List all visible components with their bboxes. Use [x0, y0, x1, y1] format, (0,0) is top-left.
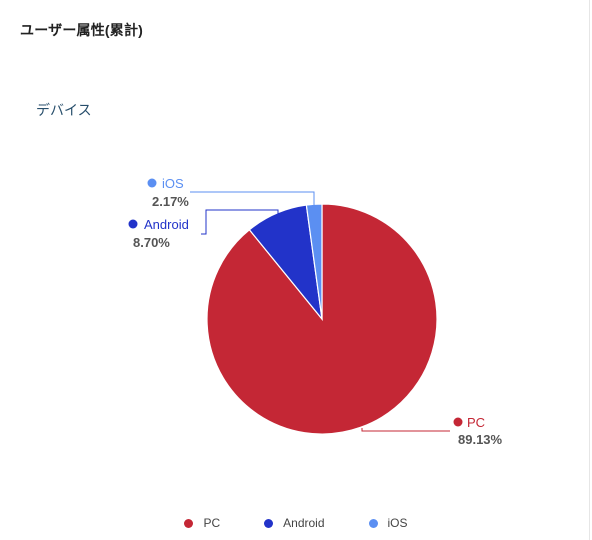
legend-dot-icon [184, 518, 194, 528]
callout-line-android [201, 209, 279, 235]
callout-dot-pc [453, 417, 463, 427]
legend-item-ios[interactable]: iOS [368, 516, 408, 530]
callout-line-ios [190, 191, 315, 206]
legend-label: PC [203, 516, 221, 530]
legend-item-pc[interactable]: PC [184, 516, 220, 530]
section-title: ユーザー属性(累計) [20, 22, 144, 38]
callout-dot-android [128, 219, 138, 229]
slice-value-ios: 2.17% [152, 194, 189, 209]
slice-value-pc: 89.13% [458, 432, 503, 447]
legend-label: Android [283, 516, 325, 530]
slice-label-ios: iOS [162, 176, 184, 191]
pie-chart: PC 89.13% Android 8.70% iOS 2.17% [128, 176, 503, 447]
slice-value-android: 8.70% [133, 235, 170, 250]
chart-title: デバイス [36, 102, 92, 118]
legend-dot-icon [368, 518, 378, 528]
legend-label: iOS [387, 516, 408, 530]
callout-line-pc [361, 428, 450, 432]
legend-dot-icon [264, 518, 274, 528]
callout-dot-ios [147, 178, 157, 188]
chart-legend: PC Android iOS [0, 516, 592, 530]
slice-label-android: Android [144, 217, 189, 232]
legend-item-android[interactable]: Android [264, 516, 325, 530]
slice-label-pc: PC [467, 415, 485, 430]
